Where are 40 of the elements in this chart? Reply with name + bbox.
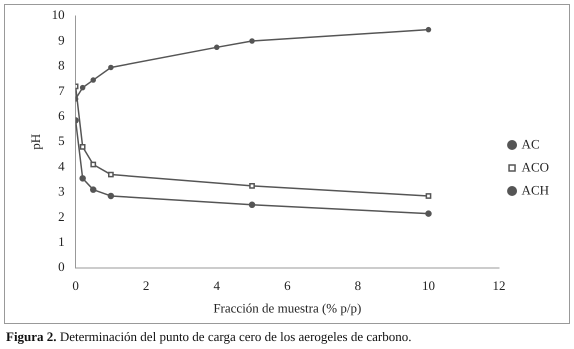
text: Figura 2. Determinación del punto de carga cero de los aerogeles de carbono. [6,329,412,345]
legend-label: AC [522,136,540,152]
legend-label: ACH [522,182,550,198]
point [80,84,86,90]
point [90,186,96,193]
y-tick-label: 3 [58,184,65,199]
y-tick-label: 10 [52,7,65,22]
point [214,44,220,50]
y-tick-label: 7 [58,82,66,98]
x-tick-label: 2 [142,278,150,294]
x-axis-title: Fracción de muestra (% p/p) [213,300,362,316]
y-tick-label: 0 [58,259,65,274]
x-tick-label: 12 [492,278,506,294]
point [426,26,432,32]
point [108,172,114,178]
y-axis-title: pH [28,134,44,150]
y-tick-label: 5 [58,133,65,148]
point [108,64,114,70]
point [426,193,432,199]
point [249,183,255,189]
point [80,144,86,150]
x-tick-label: 8 [354,278,362,294]
point [108,192,114,200]
x-tick-label: 10 [422,278,435,294]
x-tick-label: 4 [214,278,220,294]
legend-label: ACO [522,159,550,174]
point [248,202,256,208]
point [90,77,96,83]
y-tick-label: 4 [58,158,66,174]
x-tick-label: 0 [72,278,79,294]
y-tick-label: 2 [58,208,65,224]
point [249,38,255,44]
point [425,210,432,217]
y-tick-label: 1 [58,234,65,250]
x-tick-label: 6 [284,278,292,294]
y-tick-label: 8 [58,58,65,73]
point [79,175,86,182]
y-tick-label: 6 [58,108,66,124]
y-tick-label: 9 [58,32,65,48]
point [90,162,96,168]
